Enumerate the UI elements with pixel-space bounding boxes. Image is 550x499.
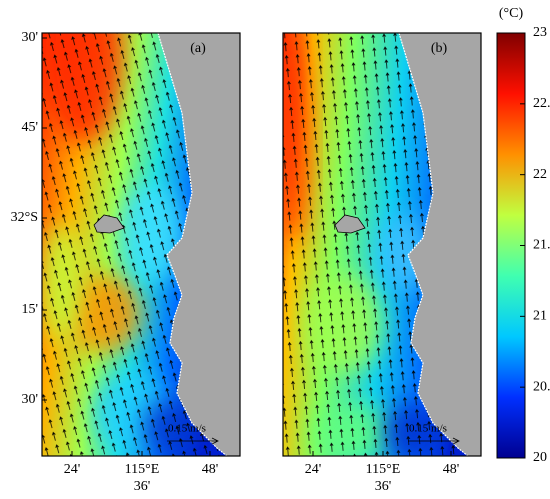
island — [93, 214, 125, 234]
longitude-label: 36' — [375, 479, 392, 494]
colorbar-tick-label: 22 — [533, 167, 547, 182]
island — [334, 214, 366, 234]
scale-label: 0.15 m/s — [409, 423, 447, 435]
panel-frame — [282, 32, 482, 457]
longitude-label: 48' — [202, 462, 219, 477]
latitude-label: 45' — [21, 120, 38, 135]
scale-arrow — [167, 437, 219, 445]
longitude-label: 24' — [64, 462, 81, 477]
panel-label: (a) — [190, 41, 206, 56]
latitude-label: 32°S — [11, 210, 38, 225]
colorbar-tick-label: 22.5 — [533, 96, 550, 111]
colorbar-unit: (°C) — [499, 6, 524, 21]
latitude-label: 30' — [21, 392, 38, 407]
latitude-label: 30' — [21, 30, 38, 45]
longitude-label: 48' — [443, 462, 460, 477]
latitude-label: 15' — [21, 302, 38, 317]
colorbar-tick-label: 23 — [533, 25, 547, 40]
colorbar-tick-label: 21.5 — [533, 238, 550, 253]
map-panel: (a) 0.15 m/s — [41, 32, 241, 457]
panel-label: (b) — [431, 41, 448, 56]
colorbar-tick-label: 20 — [533, 450, 547, 465]
longitude-label: 115°E — [125, 462, 160, 477]
longitude-label: 115°E — [366, 462, 401, 477]
coastline — [157, 32, 228, 457]
scale-label: 0.15 m/s — [168, 423, 206, 435]
colorbar-tick-label: 21 — [533, 309, 547, 324]
map-panel: (b) 0.15 m/s — [282, 32, 482, 457]
scale-arrow — [408, 437, 460, 445]
coastline — [398, 32, 469, 457]
longitude-label: 36' — [134, 479, 151, 494]
colorbar-tick-label: 20.5 — [533, 379, 550, 394]
longitude-label: 24' — [305, 462, 322, 477]
panel-frame — [41, 32, 241, 457]
